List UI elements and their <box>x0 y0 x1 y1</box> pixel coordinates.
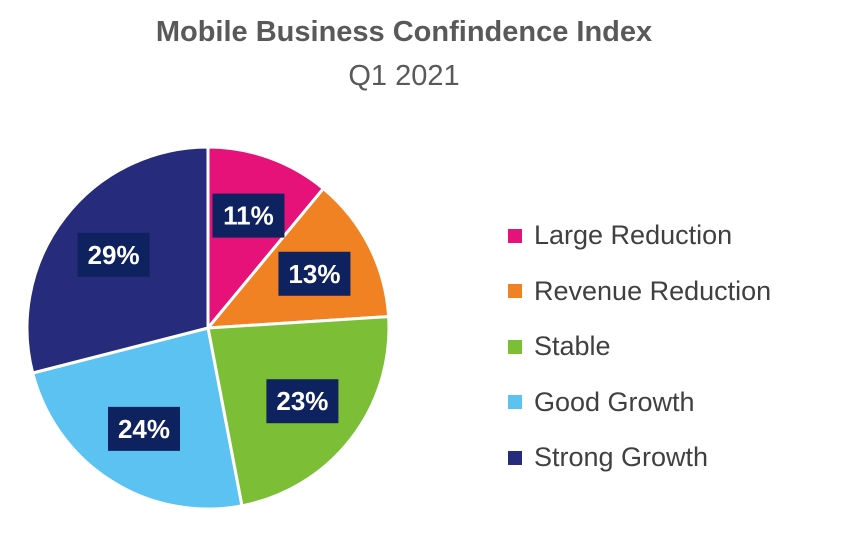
legend-item-good-growth: Good Growth <box>508 375 771 431</box>
legend-swatch <box>508 450 522 465</box>
legend-item-revenue-reduction: Revenue Reduction <box>508 264 771 320</box>
data-label-box <box>212 193 285 238</box>
legend-label: Stable <box>534 331 611 362</box>
legend-swatch <box>508 284 522 299</box>
data-label-box <box>266 379 339 424</box>
legend-item-stable: Stable <box>508 319 771 375</box>
legend-swatch <box>508 228 522 243</box>
data-label-text: 11% <box>223 201 274 231</box>
legend-label: Good Growth <box>534 386 695 417</box>
legend-label: Strong Growth <box>534 442 709 473</box>
legend-label: Large Reduction <box>534 220 733 251</box>
legend-label: Revenue Reduction <box>534 275 772 306</box>
data-label-box <box>278 251 351 296</box>
legend-item-strong-growth: Strong Growth <box>508 430 771 486</box>
data-label-box <box>77 232 150 277</box>
data-label-box <box>107 406 180 451</box>
legend-swatch <box>508 395 522 410</box>
data-label-text: 29% <box>88 240 140 270</box>
data-label-text: 23% <box>276 386 328 416</box>
data-label-text: 13% <box>288 259 340 289</box>
data-label-stable: 23% <box>266 379 339 424</box>
data-label-large-reduction: 11% <box>212 193 285 238</box>
legend-item-large-reduction: Large Reduction <box>508 208 771 264</box>
data-label-revenue-reduction: 13% <box>278 251 351 296</box>
chart-title: Mobile Business Confindence Index <box>155 16 653 48</box>
data-label-good-growth: 24% <box>107 406 180 451</box>
data-label-text: 24% <box>118 414 170 444</box>
legend-swatch <box>508 339 522 354</box>
chart-subtitle: Q1 2021 <box>348 60 460 92</box>
chart-legend: Large Reduction Revenue Reduction Stable Go… <box>508 208 771 486</box>
data-label-strong-growth: 29% <box>77 232 150 277</box>
